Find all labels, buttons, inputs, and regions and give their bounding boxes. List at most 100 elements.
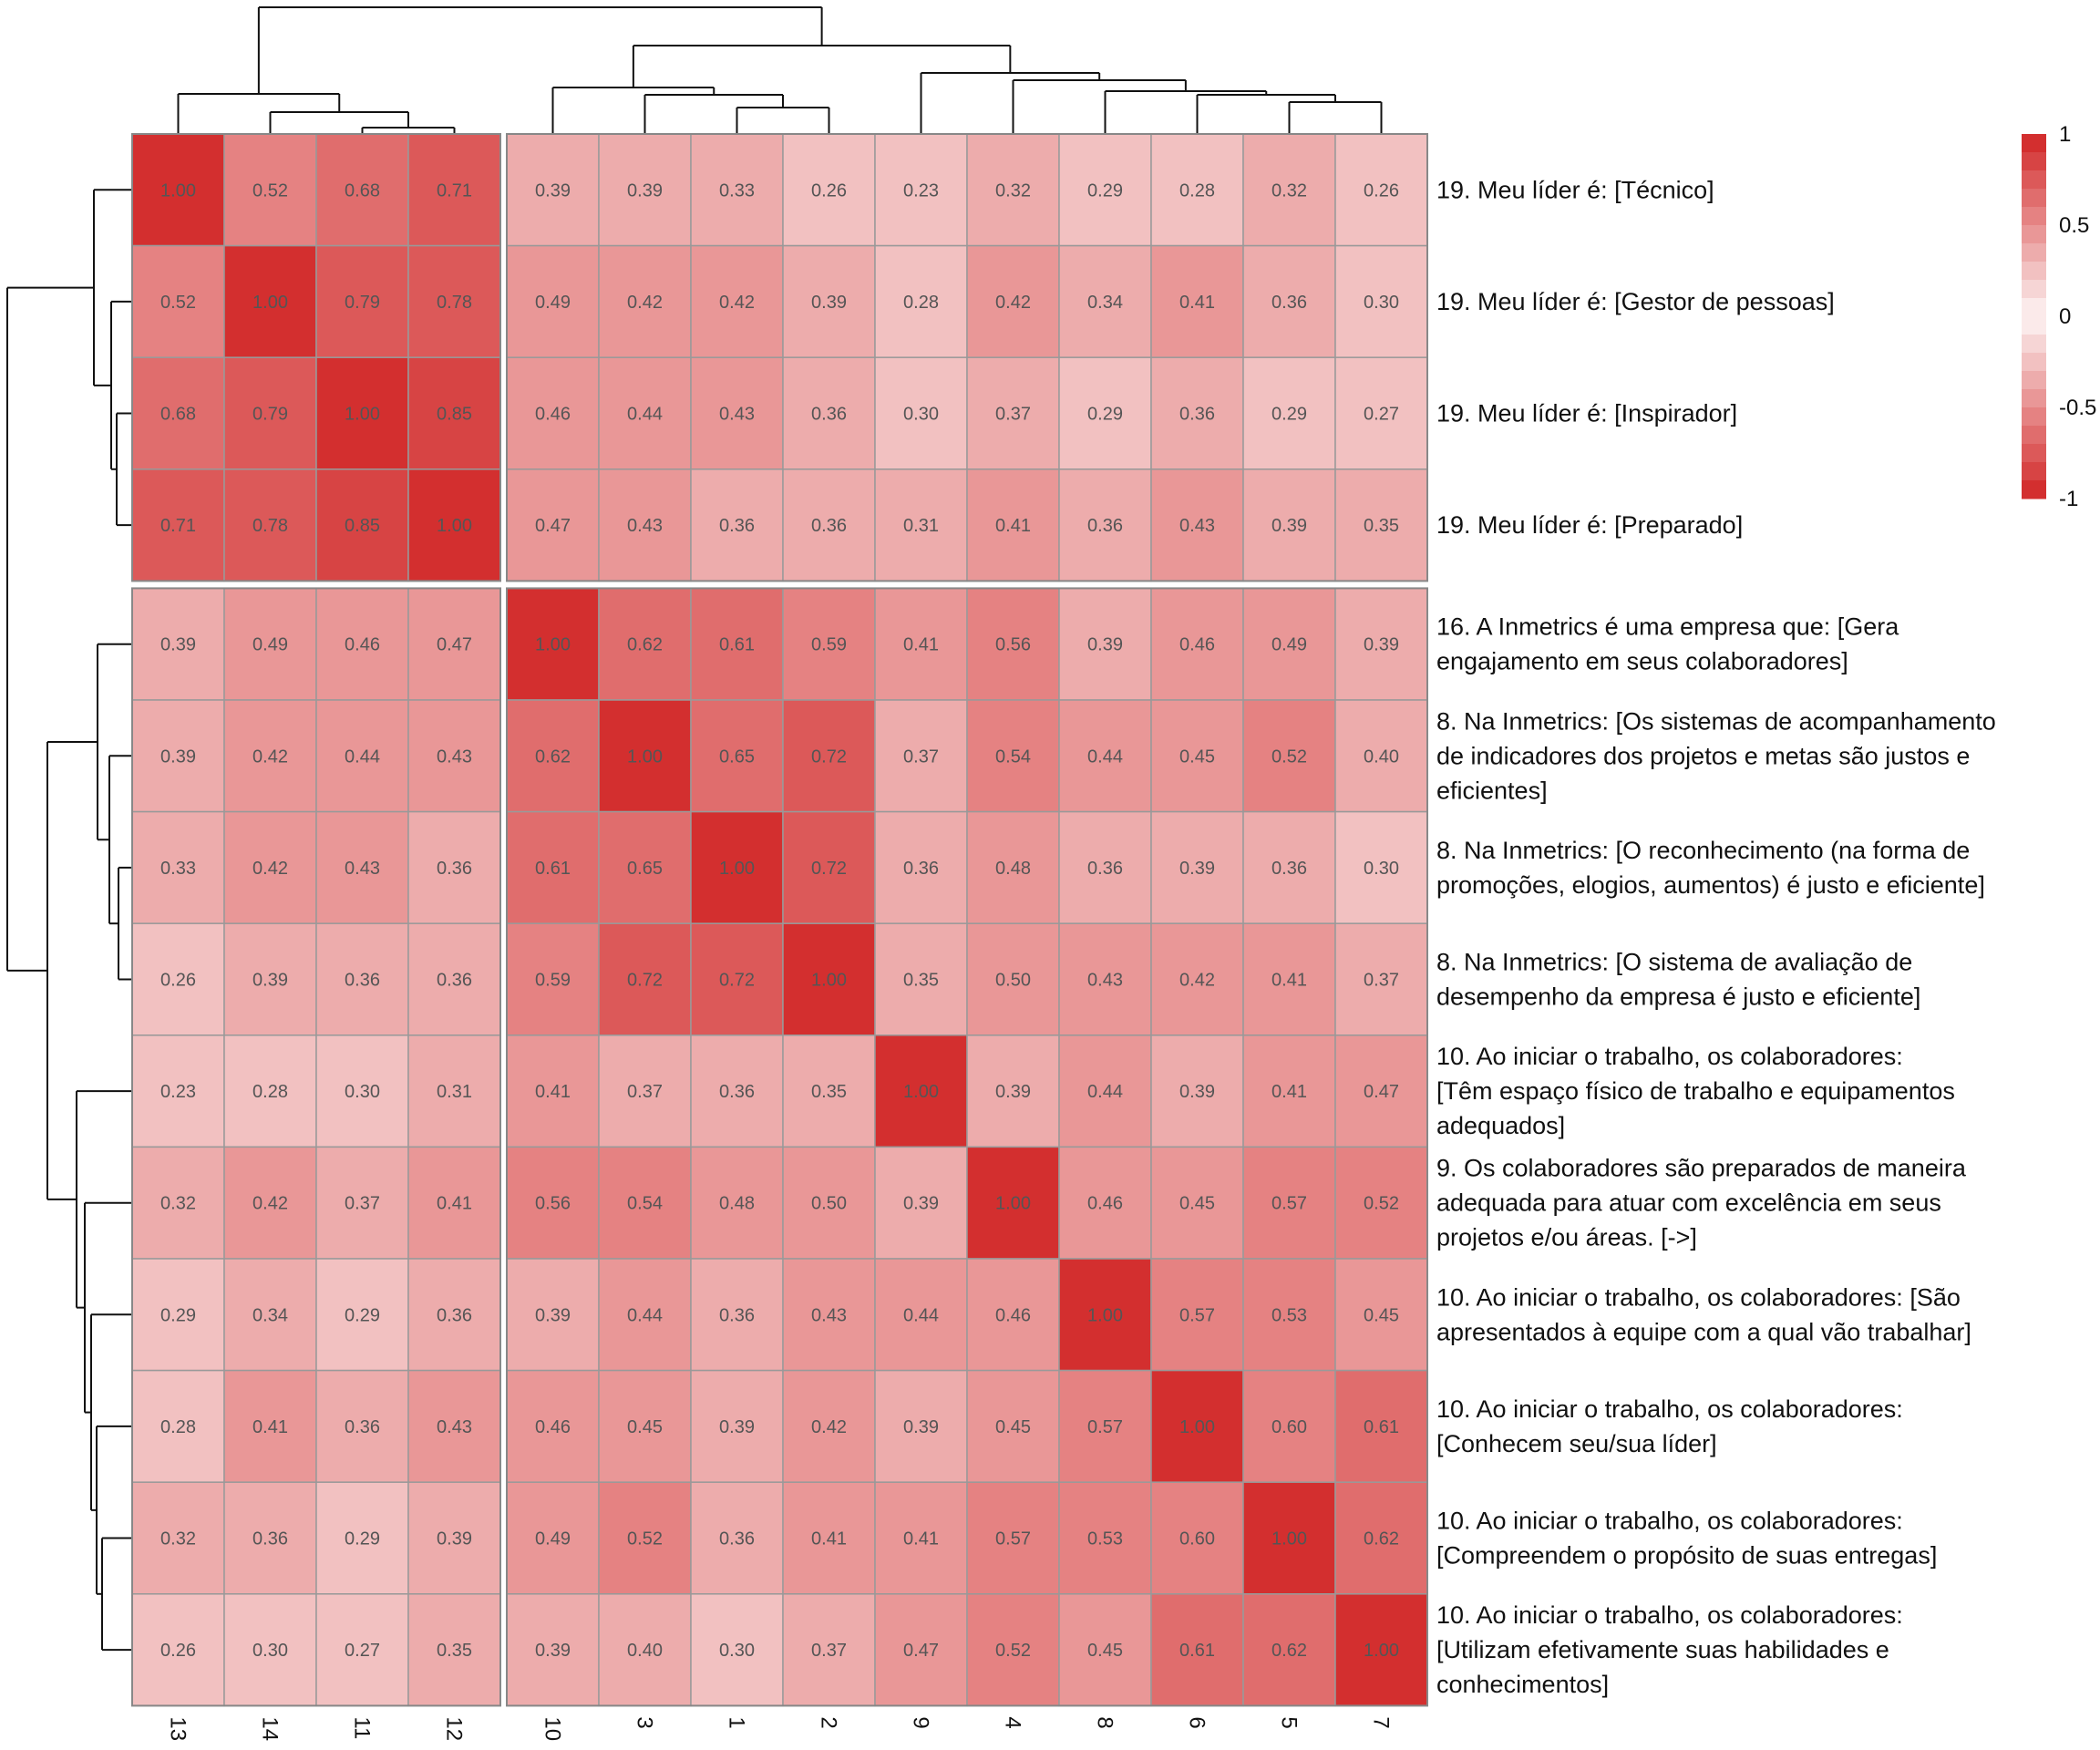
heatmap-cell <box>690 922 784 1036</box>
heatmap-cell <box>966 1369 1060 1483</box>
cell-value-label: 0.32 <box>160 1529 196 1549</box>
cell-value-label: 0.42 <box>252 1194 288 1214</box>
cell-value-label: 0.36 <box>345 1417 380 1437</box>
cell-value-label: 0.32 <box>1271 180 1307 201</box>
cell-value-label: 0.60 <box>1271 1417 1307 1437</box>
heatmap-cell <box>1058 810 1152 924</box>
cell-value-label: 0.42 <box>627 293 663 313</box>
cell-value-label: 0.61 <box>1179 1641 1215 1661</box>
cluster-block-frame <box>131 133 501 582</box>
column-label: 2 <box>817 1716 841 1728</box>
cell-value-label: 0.29 <box>1087 405 1123 425</box>
cell-value-label: 0.39 <box>160 635 196 655</box>
heatmap-cell <box>1150 922 1244 1036</box>
cell-value-label: 1.00 <box>437 516 472 536</box>
heatmap-cell <box>874 1481 968 1595</box>
cell-value-label: 0.62 <box>535 746 571 767</box>
column-labels: 13 14 11 12 10 3 1 2 9 4 8 6 5 7 <box>166 1716 1394 1741</box>
heatmap-cell <box>223 1146 317 1260</box>
heatmap-cell <box>598 922 692 1036</box>
cell-value-label: 0.41 <box>1271 1082 1307 1102</box>
cell-value-label: 0.26 <box>160 971 196 991</box>
heatmap-cell <box>690 468 784 582</box>
heatmap-cell <box>782 1146 876 1260</box>
heatmap-cell <box>315 356 409 470</box>
cell-value-label: 0.37 <box>345 1194 380 1214</box>
heatmap-cell <box>131 810 225 924</box>
heatmap-cell <box>782 356 876 470</box>
column-label: 12 <box>442 1716 467 1741</box>
heatmap-cell <box>407 356 501 470</box>
row-label: 10. Ao iniciar o trabalho, os colaborado… <box>1436 1283 1971 1345</box>
cell-value-label: 0.52 <box>627 1529 663 1549</box>
cell-value-label: 0.23 <box>160 1082 196 1102</box>
heatmap-cell <box>315 922 409 1036</box>
cell-value-label: 0.85 <box>437 405 472 425</box>
heatmap-cell <box>1058 922 1152 1036</box>
cell-value-label: 0.50 <box>995 971 1031 991</box>
cell-value-label: 0.72 <box>811 859 847 879</box>
cluster-block-frame <box>131 587 501 1707</box>
cell-value-label: 0.52 <box>160 293 196 313</box>
cell-value-label: 0.49 <box>535 293 571 313</box>
cell-value-label: 0.57 <box>995 1529 1031 1549</box>
heatmap-cell <box>131 468 225 582</box>
cell-value-label: 0.30 <box>1364 859 1399 879</box>
cell-value-label: 1.00 <box>160 180 196 201</box>
heatmap-cell <box>690 1369 784 1483</box>
cell-value-label: 0.43 <box>627 516 663 536</box>
heatmap-cell <box>131 1035 225 1148</box>
cell-value-label: 0.41 <box>437 1194 472 1214</box>
cell-value-label: 0.32 <box>160 1194 196 1214</box>
heatmap-cell <box>598 1258 692 1372</box>
cell-value-label: 0.34 <box>1087 293 1123 313</box>
legend-tick-label: 0 <box>2059 304 2071 329</box>
cell-value-label: 0.35 <box>1364 516 1399 536</box>
heatmap-cell <box>874 356 968 470</box>
heatmap-cell <box>315 587 409 701</box>
heatmap-cell <box>315 133 409 247</box>
heatmap-cell <box>690 1146 784 1260</box>
heatmap-cell <box>690 699 784 813</box>
cell-value-label: 0.39 <box>1271 516 1307 536</box>
cell-value-label: 0.40 <box>627 1641 663 1661</box>
heatmap-cell <box>1150 1593 1244 1707</box>
heatmap-cell <box>1242 244 1336 358</box>
cell-value-label: 0.44 <box>1087 1082 1123 1102</box>
heatmap-cell <box>966 356 1060 470</box>
heatmap-cell <box>782 810 876 924</box>
heatmap-cell <box>874 1258 968 1372</box>
cell-value-label: 0.45 <box>995 1417 1031 1437</box>
cell-value-label: 0.23 <box>903 180 939 201</box>
legend-color-step <box>2022 371 2046 390</box>
legend-color-step <box>2022 462 2046 481</box>
legend-tick-label: 1 <box>2059 122 2071 147</box>
row-label: 10. Ao iniciar o trabalho, os colaborado… <box>1436 1043 1955 1139</box>
heatmap-cell <box>1242 1035 1336 1148</box>
heatmap-cell <box>131 587 225 701</box>
cell-value-label: 0.39 <box>627 180 663 201</box>
cell-value-label: 0.61 <box>1364 1417 1399 1437</box>
heatmap-cell <box>966 1593 1060 1707</box>
cell-value-label: 0.36 <box>719 516 755 536</box>
heatmap-cell <box>874 1035 968 1148</box>
cell-value-label: 0.39 <box>535 1305 571 1325</box>
cell-value-label: 0.33 <box>719 180 755 201</box>
heatmap-cell <box>1334 1593 1428 1707</box>
heatmap-cell <box>966 244 1060 358</box>
cell-value-label: 0.60 <box>1179 1529 1215 1549</box>
heatmap-cell <box>1058 1593 1152 1707</box>
legend-tick-label: -0.5 <box>2059 396 2096 420</box>
cell-value-label: 0.39 <box>535 180 571 201</box>
heatmap-cell <box>690 356 784 470</box>
heatmap-cell <box>1242 356 1336 470</box>
heatmap-cell <box>1334 699 1428 813</box>
cell-value-label: 0.41 <box>811 1529 847 1549</box>
legend-color-step <box>2022 316 2046 335</box>
cell-value-label: 0.78 <box>437 293 472 313</box>
cell-value-label: 0.65 <box>719 746 755 767</box>
cluster-gaps <box>131 133 1428 1707</box>
heatmap-cell <box>1334 587 1428 701</box>
cell-value-label: 0.39 <box>535 1641 571 1661</box>
heatmap-cell <box>223 1258 317 1372</box>
